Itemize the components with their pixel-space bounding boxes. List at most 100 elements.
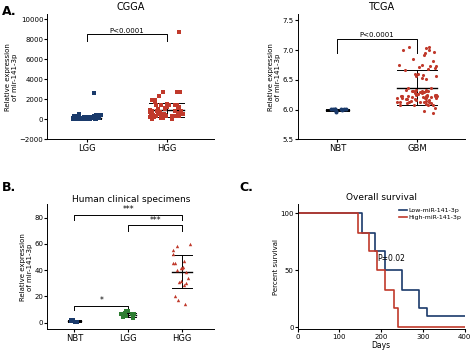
- Point: [409, 94, 416, 100]
- Point: [146, 113, 154, 119]
- Point: [410, 96, 418, 102]
- Point: [180, 258, 188, 264]
- Point: [163, 105, 171, 110]
- Low-miR-141-3p: [295, 211, 301, 216]
- Text: P<0.0001: P<0.0001: [109, 28, 144, 34]
- Point: [159, 115, 167, 121]
- Line: Low-miR-141-3p: Low-miR-141-3p: [298, 213, 465, 316]
- Point: [122, 314, 130, 319]
- High-miR-141-3p: [366, 249, 372, 253]
- Point: [342, 106, 350, 112]
- Point: [404, 93, 412, 98]
- Point: [129, 314, 137, 320]
- High-miR-141-3p: [383, 287, 388, 292]
- Point: [173, 267, 181, 273]
- Point: [161, 112, 169, 118]
- Low-miR-141-3p: [462, 314, 467, 318]
- Point: [427, 63, 434, 69]
- Low-miR-141-3p: [424, 314, 430, 318]
- X-axis label: Days: Days: [372, 341, 391, 350]
- Point: [157, 115, 165, 121]
- Point: [173, 102, 180, 108]
- Point: [155, 107, 162, 112]
- Point: [399, 93, 406, 99]
- Point: [86, 115, 94, 121]
- Point: [420, 89, 428, 95]
- Point: [432, 96, 439, 101]
- Point: [86, 116, 94, 121]
- Point: [165, 102, 173, 108]
- Point: [72, 115, 80, 120]
- Point: [413, 97, 420, 103]
- Point: [168, 113, 176, 118]
- Point: [425, 48, 432, 53]
- Line: High-miR-141-3p: High-miR-141-3p: [298, 213, 465, 327]
- Point: [67, 317, 74, 323]
- Point: [410, 88, 417, 93]
- Point: [95, 115, 103, 121]
- Point: [162, 113, 170, 119]
- Point: [74, 113, 82, 119]
- Point: [74, 116, 82, 122]
- Point: [180, 264, 187, 270]
- Point: [85, 116, 92, 121]
- Point: [187, 241, 194, 247]
- Point: [173, 113, 181, 119]
- Point: [80, 114, 88, 120]
- High-miR-141-3p: [353, 211, 359, 216]
- Point: [161, 106, 169, 111]
- Point: [412, 87, 419, 93]
- Point: [418, 62, 426, 67]
- Point: [402, 96, 410, 102]
- Point: [419, 94, 427, 100]
- Point: [159, 114, 167, 120]
- Point: [177, 265, 185, 271]
- Point: [428, 100, 435, 106]
- Point: [155, 111, 162, 117]
- Low-miR-141-3p: [383, 268, 388, 272]
- Point: [70, 113, 77, 119]
- Point: [397, 99, 404, 105]
- Low-miR-141-3p: [357, 211, 363, 216]
- Point: [432, 92, 439, 98]
- Point: [67, 318, 75, 323]
- Point: [402, 87, 410, 93]
- Point: [410, 102, 418, 108]
- Point: [151, 99, 159, 105]
- Point: [86, 116, 93, 122]
- Point: [129, 314, 137, 319]
- Point: [420, 52, 428, 58]
- Point: [70, 116, 77, 121]
- Point: [419, 99, 427, 105]
- Point: [175, 29, 183, 35]
- Point: [414, 71, 422, 77]
- Low-miR-141-3p: [378, 249, 384, 253]
- Point: [423, 92, 431, 97]
- Point: [417, 90, 424, 95]
- Point: [424, 93, 431, 98]
- Point: [72, 116, 79, 121]
- Point: [86, 115, 93, 120]
- Point: [71, 116, 78, 122]
- Point: [340, 106, 348, 112]
- Point: [173, 90, 181, 95]
- High-miR-141-3p: [389, 287, 394, 292]
- Point: [85, 114, 93, 120]
- Point: [93, 116, 101, 121]
- Point: [175, 280, 182, 285]
- Point: [170, 251, 177, 257]
- Point: [178, 265, 186, 271]
- Point: [92, 112, 100, 118]
- Point: [77, 115, 85, 120]
- High-miR-141-3p: [374, 268, 380, 272]
- Point: [147, 113, 155, 118]
- Point: [431, 65, 438, 71]
- Point: [85, 116, 93, 122]
- Point: [92, 116, 100, 122]
- Point: [429, 102, 437, 108]
- Point: [177, 89, 184, 95]
- Point: [128, 311, 136, 317]
- Point: [69, 317, 76, 323]
- Low-miR-141-3p: [399, 287, 405, 292]
- Point: [393, 99, 401, 105]
